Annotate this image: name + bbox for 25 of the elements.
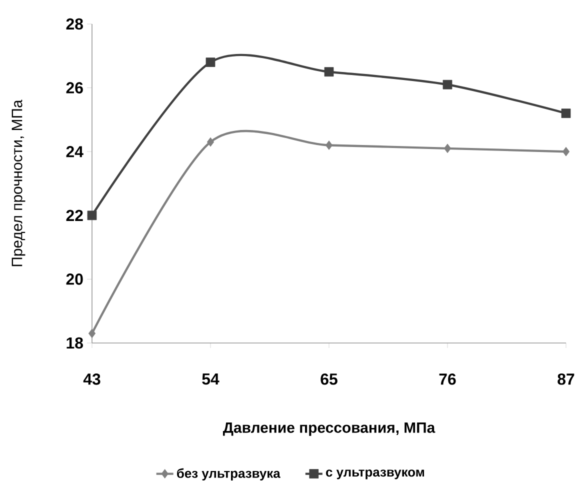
point xyxy=(444,144,452,154)
point xyxy=(442,80,452,90)
y-tick-label: 26 xyxy=(66,82,83,94)
point xyxy=(87,210,97,220)
point xyxy=(206,58,216,67)
y-tick-label: 24 xyxy=(66,146,84,158)
point xyxy=(325,140,333,150)
point xyxy=(324,67,334,77)
legend-label: без ультразвука xyxy=(177,468,280,480)
legend-label: с ультразвуком xyxy=(326,470,424,480)
x-axis-title: Давление прессования, МПа xyxy=(222,422,436,436)
point xyxy=(562,146,570,156)
y-axis-title: Предел прочности, МПа xyxy=(12,100,26,266)
point xyxy=(561,108,571,118)
y-tick-label: 28 xyxy=(66,18,83,30)
point xyxy=(206,137,214,147)
y-tick-label: 18 xyxy=(66,337,83,349)
x-tick-label: 87 xyxy=(558,374,574,385)
x-tick-label: 76 xyxy=(439,374,456,385)
x-tick-label: 54 xyxy=(202,374,220,385)
x-tick-label: 43 xyxy=(83,374,100,385)
point xyxy=(88,328,96,338)
y-tick-label: 20 xyxy=(66,274,83,285)
x-tick-label: 65 xyxy=(320,374,338,385)
y-tick-label: 22 xyxy=(66,210,83,221)
